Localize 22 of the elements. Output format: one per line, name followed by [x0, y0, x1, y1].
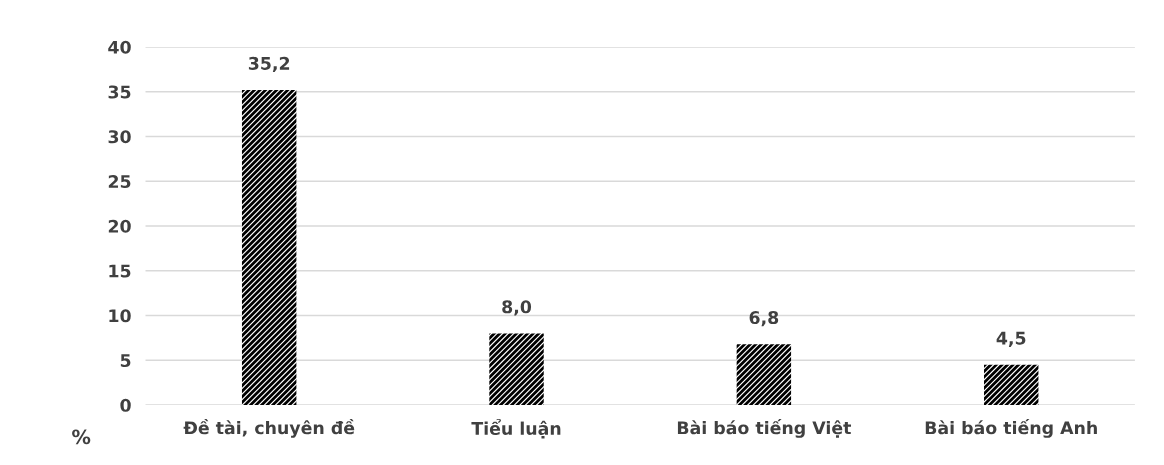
y-tick-label: 35	[108, 85, 131, 99]
x-tick-label: Bài báo tiếng Anh	[925, 418, 1097, 438]
y-tick-label: 25	[108, 174, 131, 189]
data-label: 4,5	[996, 331, 1026, 347]
bar	[241, 89, 297, 406]
x-tick-label: Tiểu luận	[471, 418, 561, 439]
data-label: 35,2	[248, 56, 290, 73]
y-tick-label: 10	[109, 309, 131, 323]
bar	[984, 364, 1039, 406]
data-label: 6,8	[749, 310, 779, 327]
y-axis-title: %	[72, 429, 91, 445]
y-tick-label: 40	[108, 40, 131, 54]
bar	[489, 333, 544, 406]
data-label: 8,0	[502, 300, 532, 316]
x-tick-label: Bài báo tiếng Việt	[677, 418, 852, 438]
y-tick-label: 15	[109, 264, 131, 278]
bar	[736, 344, 792, 406]
y-tick-label: 30	[108, 130, 131, 144]
x-tick-label: Đề tài, chuyên đề	[183, 418, 355, 438]
y-tick-label: 20	[108, 219, 131, 233]
y-tick-label: 0	[120, 398, 131, 412]
y-tick-label: 5	[120, 354, 131, 368]
